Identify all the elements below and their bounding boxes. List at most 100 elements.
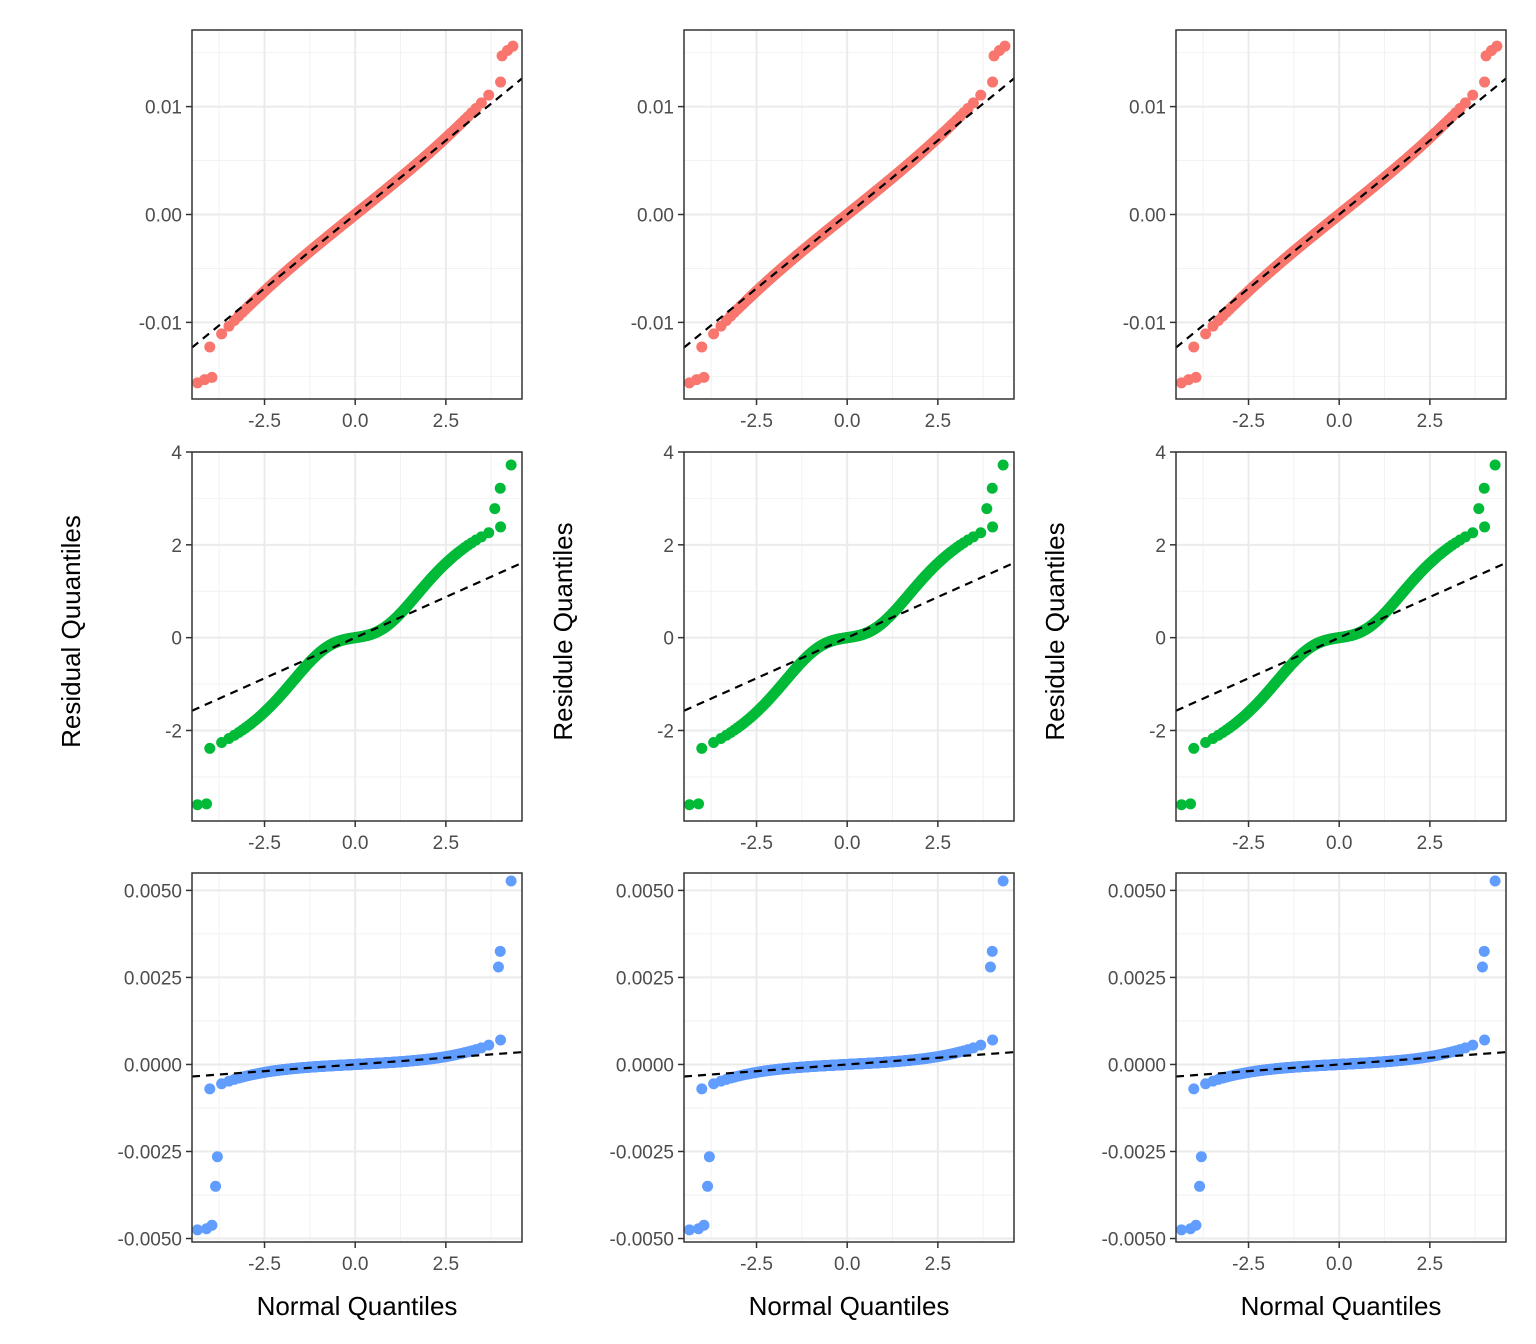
panel-border <box>191 29 523 400</box>
x-tick-label: -2.5 <box>1232 1254 1265 1275</box>
x-tick-label: 2.5 <box>925 1254 951 1275</box>
qq-point <box>702 1180 714 1192</box>
x-tick-label: -2.5 <box>1232 833 1265 854</box>
qq-point <box>507 40 519 52</box>
qq-point <box>1478 945 1490 957</box>
panel-background <box>192 873 522 1242</box>
qq-point <box>204 1083 216 1095</box>
y-tick-label: 0.0050 <box>1108 881 1166 902</box>
qq-point <box>495 76 507 88</box>
y-tick-label: 2 <box>663 536 674 557</box>
x-tick-label: 0.0 <box>342 833 368 854</box>
y-axis-title: Residule Quantiles <box>548 522 578 740</box>
y-tick-label: 0.01 <box>637 98 674 119</box>
qq-point <box>1467 89 1479 101</box>
x-axis-title: Normal Quantiles <box>749 1291 950 1321</box>
x-tick-label: 2.5 <box>1417 833 1443 854</box>
qq-point <box>1489 875 1501 887</box>
qq-point <box>505 875 517 887</box>
qq-point <box>967 97 979 109</box>
qq-point <box>997 875 1009 887</box>
qq-point <box>1489 459 1501 471</box>
y-tick-label: -0.0025 <box>1102 1142 1166 1163</box>
y-tick-label: 0.0050 <box>616 881 674 902</box>
reference-line <box>684 77 1014 349</box>
qq-point <box>211 1151 223 1163</box>
y-axis-title: Residual Quuantiles <box>56 515 86 748</box>
y-tick-label: 2 <box>1155 536 1166 557</box>
qq-point <box>981 503 993 515</box>
qq-point <box>192 799 203 811</box>
y-tick-label: 0.00 <box>145 206 182 227</box>
qq-point <box>987 1034 999 1046</box>
y-tick-label: -0.01 <box>139 313 182 334</box>
qq-point <box>698 1219 710 1231</box>
y-tick-label: 0.0050 <box>124 881 182 902</box>
x-tick-label: -2.5 <box>740 411 773 432</box>
x-tick-label: -2.5 <box>740 833 773 854</box>
qq-point <box>495 1034 507 1046</box>
panel-row3-col1: -2.5 0.0 2.5 -0.0050 -0.0025 0.0000 0.0025 0.00… <box>118 872 523 1321</box>
qq-point <box>1190 371 1202 383</box>
qq-point <box>1188 1083 1200 1095</box>
x-axis-title: Normal Quantiles <box>257 1291 458 1321</box>
qq-point <box>1200 328 1212 340</box>
y-tick-label: 0.0000 <box>124 1055 182 1076</box>
panel-row1-col2: -2.5 0.0 2.5 -0.01 0.00 0.01 <box>631 29 1015 432</box>
x-tick-label: -2.5 <box>248 411 281 432</box>
qq-point <box>975 89 987 101</box>
y-tick-label: 2 <box>171 536 182 557</box>
reference-line <box>1176 77 1506 349</box>
reference-line <box>684 561 1014 712</box>
qq-point <box>201 798 213 810</box>
x-tick-label: -2.5 <box>248 1254 281 1275</box>
x-tick-label: 0.0 <box>1326 833 1352 854</box>
panel-row2-col2: -2.5 0.0 2.5 -2 0 2 4 Residule Quantiles <box>548 443 1015 854</box>
panel-border <box>683 29 1015 400</box>
panel-border <box>1175 451 1507 822</box>
qq-point <box>475 97 487 109</box>
y-tick-label: 0.0000 <box>616 1055 674 1076</box>
x-axis-title: Normal Quantiles <box>1241 1291 1442 1321</box>
y-tick-label: 0.0025 <box>616 968 674 989</box>
qq-point <box>1190 1219 1202 1231</box>
qq-point <box>206 371 218 383</box>
data-points <box>1176 875 1501 1236</box>
y-tick-label: 0.0000 <box>1108 1055 1166 1076</box>
y-axis-title: Residule Quantiles <box>1040 522 1070 740</box>
x-tick-label: 2.5 <box>925 411 951 432</box>
panel-row2-col1: -2.5 0.0 2.5 -2 0 2 4 Residual Quuantiles <box>56 443 523 854</box>
qq-point <box>206 1219 218 1231</box>
y-tick-label: 0 <box>663 629 674 650</box>
y-tick-label: -2 <box>657 721 674 742</box>
x-tick-label: 0.0 <box>1326 411 1352 432</box>
qq-point <box>1188 341 1200 353</box>
x-tick-label: 2.5 <box>433 1254 459 1275</box>
reference-line <box>1176 561 1506 712</box>
qq-point <box>1478 482 1490 494</box>
y-tick-label: 0.00 <box>637 206 674 227</box>
y-tick-label: -0.0025 <box>610 1142 674 1163</box>
qq-point <box>492 961 504 973</box>
reference-line <box>192 77 522 349</box>
qq-point <box>696 1083 708 1095</box>
x-tick-label: 2.5 <box>925 833 951 854</box>
qq-point <box>1188 742 1200 754</box>
qq-point <box>505 459 517 471</box>
qq-point <box>1479 76 1491 88</box>
qq-point <box>684 799 695 811</box>
qq-point <box>698 371 710 383</box>
qq-point <box>1194 1180 1206 1192</box>
qq-point <box>216 328 228 340</box>
y-tick-label: 0.00 <box>1129 206 1166 227</box>
qq-point <box>1479 1034 1491 1046</box>
y-tick-label: -0.0050 <box>118 1230 182 1251</box>
y-tick-label: -0.0050 <box>1102 1230 1166 1251</box>
qq-point <box>984 961 996 973</box>
y-tick-label: -0.0025 <box>118 1142 182 1163</box>
qq-point <box>975 527 987 539</box>
qq-point <box>986 945 998 957</box>
panel-background <box>684 873 1014 1242</box>
y-tick-label: 0.0025 <box>124 968 182 989</box>
qq-point <box>1491 40 1503 52</box>
